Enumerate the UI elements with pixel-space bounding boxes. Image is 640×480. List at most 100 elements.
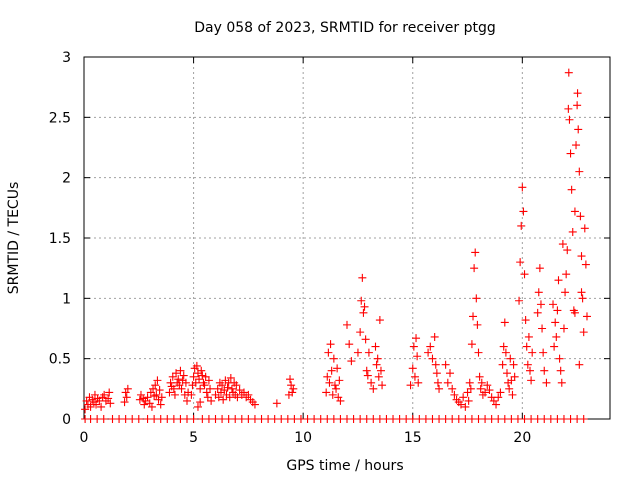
data-point [469,312,478,321]
data-point [287,381,296,390]
data-point [357,296,366,305]
data-point [92,400,101,409]
data-point [521,316,530,325]
data-point [431,360,440,369]
data-point [520,270,529,279]
data-point [345,340,354,349]
data-point [518,183,527,192]
y-tick-label: 1 [62,291,71,307]
data-point [578,294,587,303]
data-point [172,369,181,378]
data-point [424,348,433,357]
data-point [123,384,132,393]
data-point [443,378,452,387]
data-point [575,360,584,369]
data-point [426,342,435,351]
data-point [432,369,441,378]
data-point [502,369,511,378]
data-point [509,360,518,369]
y-tick-label: 0.5 [49,352,71,368]
data-point [343,320,351,329]
y-axis-label: SRMTID / TECUs [6,182,22,295]
data-point [498,360,507,369]
data-point [534,288,543,297]
data-point [552,332,561,341]
data-point [550,342,559,351]
x-tick-label: 10 [294,430,312,446]
data-point [473,320,482,329]
data-point [526,366,535,375]
data-point [527,376,536,385]
data-point [441,360,450,369]
data-point [528,348,537,357]
data-point [232,381,241,390]
data-point [235,386,244,395]
data-point [156,400,165,409]
data-point [570,207,579,216]
data-point [517,221,526,230]
data-point [213,384,222,393]
data-point [507,376,516,385]
data-point [477,378,486,387]
data-point [564,68,573,77]
data-point [470,264,479,273]
data-point [155,386,164,395]
data-point [561,288,570,297]
data-point [524,332,533,341]
data-point [174,375,183,384]
data-point [554,276,563,285]
data-point [100,390,109,399]
data-point [414,378,423,387]
data-point [408,364,417,373]
data-point [459,393,468,402]
data-point [196,398,205,407]
data-point [134,415,143,423]
data-point [576,212,585,221]
data-point [516,258,525,267]
data-point [489,396,498,405]
data-point [189,372,198,381]
data-point [515,296,524,305]
data-point [328,390,337,399]
data-point [176,366,185,375]
data-point [555,354,564,363]
data-point [538,324,547,333]
data-point [189,415,198,423]
data-point [580,224,589,233]
data-point [147,402,156,411]
data-point [549,300,558,309]
data-point [97,402,106,411]
data-point [200,381,209,390]
data-point [327,366,336,375]
data-point [362,366,371,375]
data-point [575,167,584,176]
data-point [152,390,161,399]
data-point [196,384,205,393]
data-point [367,378,376,387]
data-point [519,207,528,216]
data-point [358,273,367,282]
data-point [450,390,459,399]
data-point [573,101,582,110]
data-point [227,384,236,393]
y-tick-label: 0 [62,412,71,428]
data-point [135,395,144,404]
data-point [198,371,207,380]
data-point [472,294,481,303]
data-point [347,357,356,366]
data-point [204,376,213,385]
data-point [378,381,387,390]
tick-labels: 0 5 10 15 20 0 0.5 1 1.5 2 2.5 3 [49,50,532,446]
data-point [165,388,174,397]
data-point [456,400,465,409]
data-point [556,366,565,375]
data-point [157,393,166,402]
data-point [474,348,483,357]
data-point [86,402,95,411]
data-point [170,390,179,399]
data-point [207,396,216,405]
data-point [105,388,114,397]
data-point [202,388,211,397]
x-tick-label: 0 [80,430,89,446]
data-point [371,342,380,351]
